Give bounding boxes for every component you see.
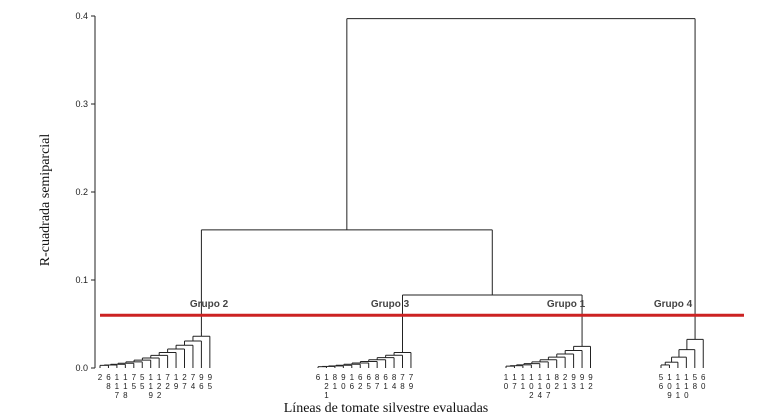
group-label: Grupo 2	[190, 299, 229, 310]
leaf-labels: 2 6 81 1 71 1 87 55 51 1 91 2 27 21 92 77 49 69 56 1 2 18 19 01…	[98, 373, 706, 400]
group-label: Grupo 1	[547, 299, 586, 310]
group-labels: Grupo 2 Grupo 3 Grupo 1 Grupo 4	[190, 299, 693, 310]
y-tick-label: 0.2	[75, 187, 88, 197]
y-tick-label: 0.1	[75, 275, 88, 285]
leaf-label: 6	[316, 373, 321, 382]
y-tick-label: 0.0	[75, 363, 88, 373]
group-label: Grupo 3	[371, 299, 410, 310]
y-axis-title: R-cuadrada semiparcial	[38, 134, 53, 267]
group-label: Grupo 4	[654, 299, 693, 310]
y-axis: 0.0 0.1 0.2 0.3 0.4	[75, 11, 96, 373]
dendrogram-tree	[99, 18, 704, 368]
y-tick-label: 0.3	[75, 99, 88, 109]
leaf-label: 2	[98, 373, 103, 382]
x-axis-title: Líneas de tomate silvestre evaluadas	[284, 401, 488, 416]
y-tick-label: 0.4	[75, 11, 88, 21]
